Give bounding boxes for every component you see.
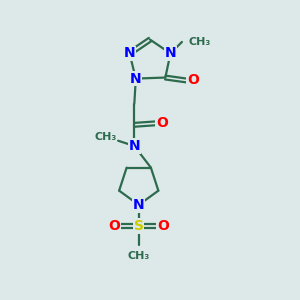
Text: S: S	[134, 219, 144, 233]
Text: O: O	[156, 116, 168, 130]
Text: N: N	[133, 198, 145, 212]
Text: N: N	[124, 46, 135, 60]
Text: CH₃: CH₃	[128, 250, 150, 260]
Text: N: N	[130, 72, 142, 86]
Text: N: N	[165, 46, 176, 60]
Text: O: O	[109, 219, 121, 233]
Text: CH₃: CH₃	[94, 132, 117, 142]
Text: O: O	[187, 74, 199, 88]
Text: O: O	[157, 219, 169, 233]
Text: N: N	[128, 139, 140, 153]
Text: CH₃: CH₃	[188, 37, 211, 47]
